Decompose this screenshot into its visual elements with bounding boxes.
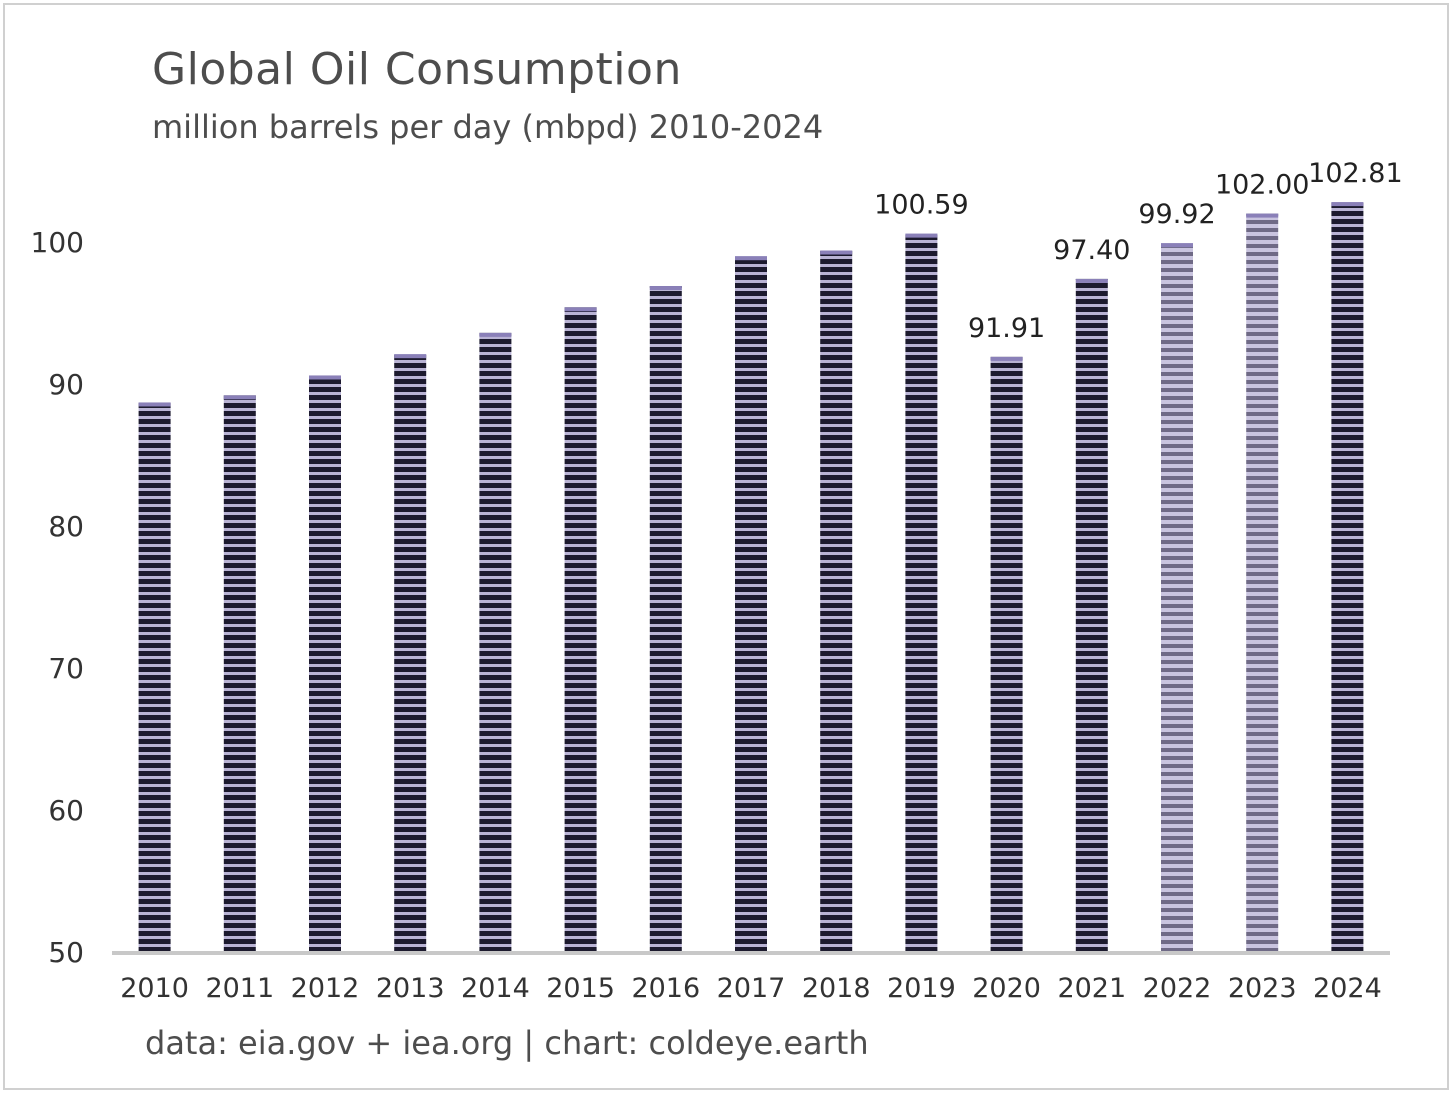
y-tick-label-60: 60 (48, 794, 84, 827)
bar-2020 (990, 356, 1023, 952)
bar-2021 (1075, 278, 1108, 952)
y-tick-label-80: 80 (48, 510, 84, 543)
bar-cap-2017 (735, 256, 767, 261)
data-label-2020: 91.91 (968, 313, 1045, 344)
bar-cap-2020 (990, 356, 1023, 361)
x-tick-label-2024: 2024 (1313, 973, 1382, 1004)
bar-2010 (138, 402, 171, 953)
data-label-2019: 100.59 (874, 190, 968, 221)
y-tick-label-90: 90 (48, 368, 84, 401)
data-label-2021: 97.40 (1053, 235, 1130, 266)
bar-2023 (1246, 213, 1279, 953)
x-tick-label-2011: 2011 (205, 973, 274, 1004)
bar-cap-2012 (309, 375, 341, 380)
bar-cap-2011 (223, 395, 256, 400)
bar-cap-2014 (479, 332, 512, 337)
bar-2017 (735, 256, 767, 952)
chart-subtitle: million barrels per day (mbpd) 2010-2024 (152, 108, 824, 146)
chart-title: Global Oil Consumption (152, 44, 682, 95)
y-tick-label-70: 70 (48, 652, 84, 685)
bar-cap-2013 (394, 354, 427, 359)
bar-2016 (649, 286, 682, 952)
x-tick-label-2015: 2015 (546, 973, 615, 1004)
bar-2022 (1161, 243, 1193, 953)
bar-2019 (905, 233, 938, 952)
bar-cap-2019 (905, 233, 938, 238)
x-tick-label-2017: 2017 (717, 973, 786, 1004)
bar-cap-2015 (564, 307, 597, 312)
bar-cap-2021 (1075, 278, 1108, 283)
bar-cap-2022 (1161, 243, 1193, 248)
x-tick-label-2023: 2023 (1228, 973, 1297, 1004)
bar-2015 (564, 307, 597, 952)
x-tick-label-2019: 2019 (887, 973, 956, 1004)
bar-2018 (820, 250, 853, 952)
bar-cap-2010 (138, 402, 171, 407)
bar-cap-2016 (649, 286, 682, 291)
y-tick-label-50: 50 (48, 936, 84, 969)
bar-2011 (223, 395, 256, 952)
data-label-2023: 102.00 (1215, 170, 1309, 201)
bar-2014 (479, 332, 512, 952)
x-tick-label-2022: 2022 (1143, 973, 1212, 1004)
bar-cap-2024 (1331, 202, 1364, 207)
x-tick-label-2014: 2014 (461, 973, 530, 1004)
source-note: data: eia.gov + iea.org | chart: coldeye… (145, 1024, 869, 1062)
bar-cap-2018 (820, 250, 853, 255)
bar-2024 (1331, 202, 1364, 952)
x-tick-label-2018: 2018 (802, 973, 871, 1004)
data-label-2024: 102.81 (1308, 158, 1402, 189)
x-tick-label-2010: 2010 (120, 973, 189, 1004)
x-tick-label-2021: 2021 (1057, 973, 1126, 1004)
y-axis-ticks: 50 60 70 80 90 100 (31, 226, 84, 969)
x-tick-label-2016: 2016 (631, 973, 700, 1004)
bar-2013 (394, 354, 427, 952)
x-tick-label-2020: 2020 (972, 973, 1041, 1004)
y-tick-label-100: 100 (31, 226, 84, 259)
x-axis-ticks: 2010 2011 2012 2013 2014 2015 2016 2017 2018 2019… (120, 973, 1382, 1004)
bars-group (138, 202, 1364, 953)
bar-cap-2023 (1246, 213, 1279, 218)
data-label-2022: 99.92 (1138, 199, 1215, 230)
bar-2012 (309, 375, 341, 953)
x-tick-label-2013: 2013 (376, 973, 445, 1004)
x-tick-label-2012: 2012 (291, 973, 360, 1004)
